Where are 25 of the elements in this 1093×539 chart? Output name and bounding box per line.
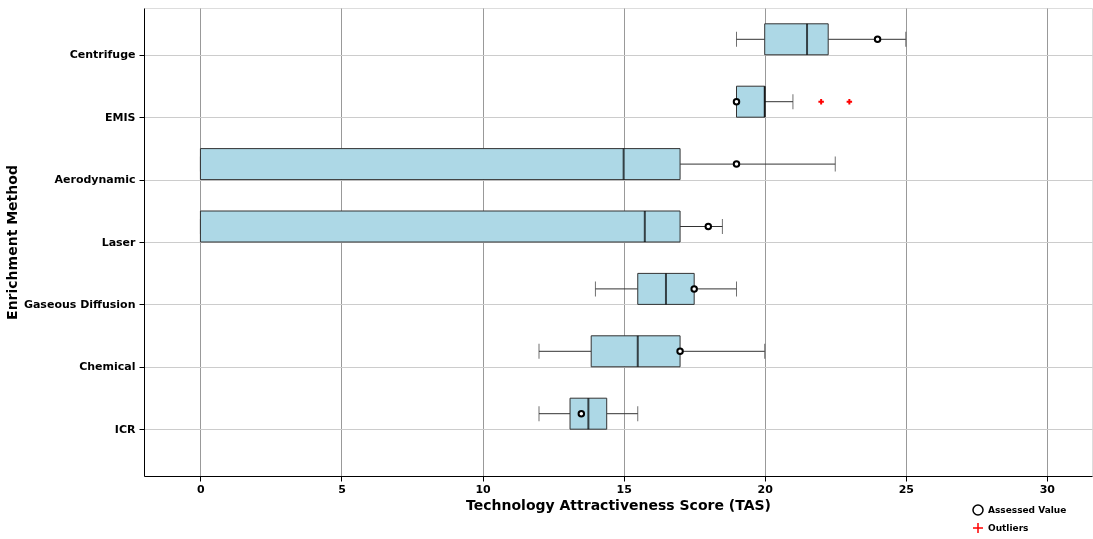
point [732, 97, 741, 106]
y-tick-label: EMIS [105, 110, 136, 124]
legend-label: Outliers [988, 523, 1029, 533]
y-tick-label: Aerodynamic [54, 173, 136, 187]
x-tick-label: 15 [616, 482, 632, 496]
y-axis-title: Enrichment Method [3, 165, 20, 320]
y-tick-label: Centrifuge [69, 48, 136, 62]
point [690, 285, 698, 293]
x-tick-label: 0 [197, 482, 206, 496]
y-tick-label: Chemical [79, 360, 136, 374]
y-tick-label: Laser [101, 235, 137, 249]
x-tick-label: 5 [338, 482, 346, 496]
x-tick-label: 30 [1039, 482, 1056, 496]
y-tick-label: ICR [114, 422, 137, 436]
y-tick-label: Gaseous Diffusion [23, 297, 136, 311]
x-axis-title: Technology Attractiveness Score (TAS) [466, 496, 771, 513]
point [873, 35, 882, 44]
point [577, 409, 586, 418]
x-tick-label: 10 [475, 482, 492, 496]
x-tick-label: 20 [757, 482, 774, 496]
point [676, 347, 684, 356]
x-tick-label: 25 [898, 482, 914, 496]
point [704, 222, 713, 231]
legend-label: Assessed Value [988, 505, 1067, 515]
point [732, 160, 741, 168]
